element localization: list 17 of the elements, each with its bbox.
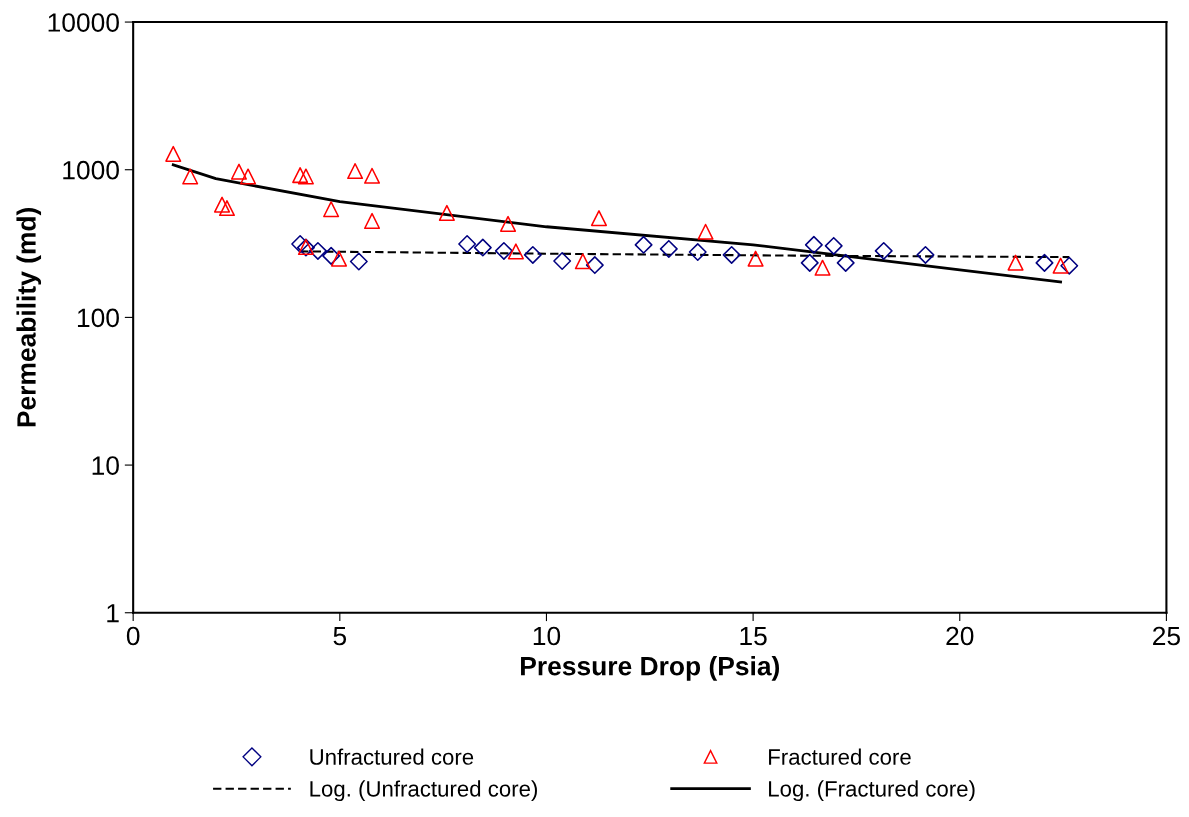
y-axis-title: Permeability (md) xyxy=(16,208,42,427)
x-tick-label: 20 xyxy=(946,626,974,646)
legend-label: Unfractured core xyxy=(310,748,474,765)
x-axis-title: Pressure Drop (Psia) xyxy=(521,656,780,681)
y-tick-label: 10000 xyxy=(48,13,119,32)
y-tick-label: 1 xyxy=(107,604,119,623)
x-tick-label: 15 xyxy=(740,626,767,646)
legend-label: Fractured core xyxy=(769,748,911,765)
y-tick-label: 1000 xyxy=(63,160,119,180)
x-tick-label: 0 xyxy=(126,626,140,646)
legend-label: Log. (Fractured core) xyxy=(769,780,975,802)
x-tick-label: 25 xyxy=(1153,626,1180,646)
y-tick-label: 100 xyxy=(77,308,119,328)
x-tick-label: 10 xyxy=(533,626,561,646)
legend-label: Log. (Unfractured core) xyxy=(310,780,537,802)
x-tick-label: 5 xyxy=(333,626,347,646)
y-tick-label: 10 xyxy=(92,456,119,475)
